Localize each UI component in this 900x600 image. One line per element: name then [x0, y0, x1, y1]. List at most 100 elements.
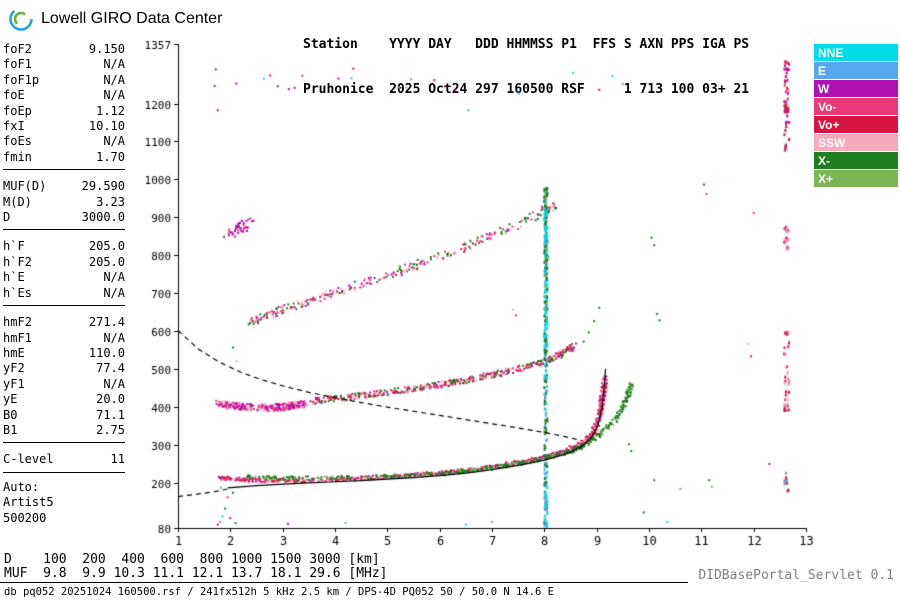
legend-label: W [818, 81, 830, 96]
param-value: N/A [103, 88, 125, 103]
param-value: N/A [103, 285, 125, 300]
legend-label: X- [818, 153, 830, 168]
legend-item-Vo-: Vo- [814, 98, 898, 115]
param-label: foEp [3, 103, 32, 118]
param-label: foF1p [3, 72, 40, 87]
param-row: M(D) 3.23 [3, 195, 125, 210]
giro-logo-text: Lowell GIRO Data Center [41, 10, 223, 27]
param-group: h`F 205.0 h`F2 205.0 h`E N/A h`Es N/A [3, 237, 125, 307]
param-row: yF1 N/A [3, 377, 125, 392]
param-row: yF2 77.4 [3, 361, 125, 376]
legend-label: E [818, 63, 827, 78]
param-row: foF1p N/A [3, 73, 125, 88]
param-row: foF1 N/A [3, 57, 125, 72]
param-value: N/A [103, 270, 125, 285]
param-value: 29.590 [81, 179, 125, 194]
param-row: hmF1 N/A [3, 331, 125, 346]
legend-item-X-: X- [814, 152, 898, 169]
param-value: 1.12 [96, 103, 125, 118]
param-label: h`Es [3, 285, 32, 300]
param-label: M(D) [3, 194, 32, 209]
param-value: N/A [103, 134, 125, 149]
param-group: MUF(D) 29.590 M(D) 3.23 D 3000.0 [3, 177, 125, 231]
param-value: 9.150 [88, 42, 125, 56]
param-value: 11 [110, 452, 125, 467]
param-value: 20.0 [96, 392, 125, 407]
param-value: 205.0 [88, 239, 125, 254]
param-label: hmF2 [3, 315, 32, 330]
param-value: 77.4 [96, 361, 125, 376]
muf-scale-row: MUF 9.8 9.9 10.3 11.1 12.1 13.7 18.1 29.… [4, 566, 388, 581]
param-row: foF2 9.150 [3, 42, 125, 57]
param-row: B0 71.1 [3, 408, 125, 423]
param-label: h`E [3, 270, 25, 285]
param-label: D [3, 210, 11, 225]
legend-label: NNE [818, 45, 844, 60]
param-value: 3.23 [96, 194, 125, 209]
param-label: hmF1 [3, 330, 32, 345]
legend-label: Vo+ [818, 117, 840, 132]
param-label: foF2 [3, 42, 32, 56]
param-label: foEs [3, 134, 32, 149]
param-value: 205.0 [88, 254, 125, 269]
param-row: foEs N/A [3, 134, 125, 149]
param-row: D 3000.0 [3, 210, 125, 225]
param-groups: foF2 9.150 foF1 N/A foF1p N/A foE N/A foEp 1.12 fx… [3, 40, 125, 473]
legend-item-Vo+: Vo+ [814, 116, 898, 133]
param-group: C-level 11 [3, 450, 125, 473]
legend-item-X+: X+ [814, 170, 898, 187]
param-group: foF2 9.150 foF1 N/A foF1p N/A foE N/A foEp 1.12 fx… [3, 40, 125, 171]
auto-label: Auto: [3, 479, 40, 494]
param-row: h`Es N/A [3, 286, 125, 301]
footer-divider [0, 582, 688, 583]
legend: NNE E W Vo- Vo+ SSW X- X+ [814, 44, 898, 188]
param-label: B0 [3, 407, 18, 422]
param-value: 10.10 [88, 119, 125, 134]
legend-item-W: W [814, 80, 898, 97]
param-value: N/A [103, 330, 125, 345]
param-row: hmE 110.0 [3, 346, 125, 361]
param-value: N/A [103, 72, 125, 87]
param-label: B1 [3, 422, 18, 437]
legend-item-SSW: SSW [814, 134, 898, 151]
param-label: yF2 [3, 361, 25, 376]
param-row: B1 2.75 [3, 423, 125, 438]
param-row: MUF(D) 29.590 [3, 179, 125, 194]
param-value: 271.4 [88, 315, 125, 330]
param-row: C-level 11 [3, 452, 125, 467]
param-row: h`F2 205.0 [3, 255, 125, 270]
param-row: foE N/A [3, 88, 125, 103]
param-value: N/A [103, 57, 125, 72]
giro-logo-icon [9, 7, 33, 31]
param-label: h`F [3, 239, 25, 254]
legend-item-NNE: NNE [814, 44, 898, 61]
parameter-panel: foF2 9.150 foF1 N/A foF1p N/A foE N/A foEp 1.12 fx… [3, 40, 125, 526]
param-label: C-level [3, 452, 54, 467]
auto-section: Auto: Artist5 500200 [3, 480, 125, 526]
param-row: hmF2 271.4 [3, 315, 125, 330]
param-value: 3000.0 [81, 210, 125, 225]
param-value: 1.70 [96, 149, 125, 164]
param-label: foE [3, 88, 25, 103]
param-label: fxI [3, 119, 25, 134]
servlet-version-label: DIDBasePortal_Servlet 0.1 [698, 568, 894, 583]
d-scale-row: D 100 200 400 600 800 1000 1500 3000 [km… [4, 552, 380, 567]
param-row: foEp 1.12 [3, 104, 125, 119]
param-group: hmF2 271.4 hmF1 N/A hmE 110.0 yF2 77.4 yF1 N/A yE 2… [3, 313, 125, 444]
param-row: fmin 1.70 [3, 150, 125, 165]
measurement-status-line: db pq052 20251024 160500.rsf / 241fx512h… [4, 586, 554, 598]
param-value: 71.1 [96, 407, 125, 422]
auto-version: 500200 [3, 510, 47, 525]
param-label: MUF(D) [3, 179, 47, 194]
param-label: yE [3, 392, 18, 407]
ionogram-plot [130, 36, 830, 552]
param-label: yF1 [3, 376, 25, 391]
param-value: 110.0 [88, 345, 125, 360]
param-value: 2.75 [96, 422, 125, 437]
param-row: h`E N/A [3, 270, 125, 285]
param-row: yE 20.0 [3, 392, 125, 407]
param-row: fxI 10.10 [3, 119, 125, 134]
legend-label: Vo- [818, 99, 837, 114]
param-row: h`F 205.0 [3, 239, 125, 254]
